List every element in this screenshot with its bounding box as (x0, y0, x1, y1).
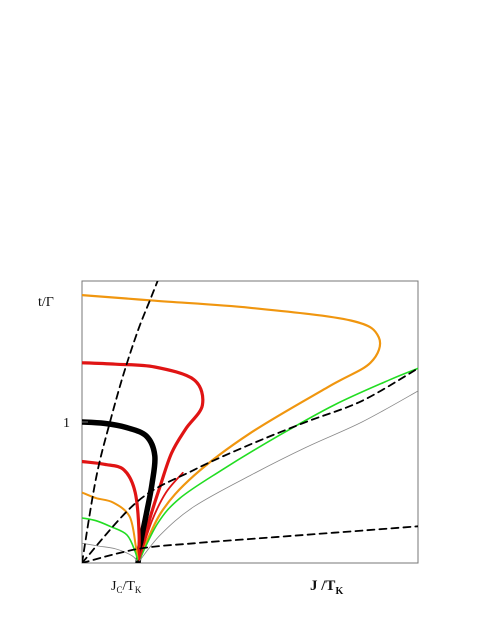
series-line-11 (82, 525, 418, 563)
series-line-6 (82, 542, 139, 563)
series-line-12 (82, 281, 159, 563)
plot-frame (81, 280, 419, 564)
x-tick-label-critical: JC/TK (111, 579, 142, 595)
y-tick-label-1: 1 (63, 416, 70, 431)
series-line-3 (82, 459, 141, 563)
series-line-2 (82, 419, 158, 563)
series-layer (82, 281, 418, 563)
series-line-8 (137, 471, 184, 563)
series-line-1 (82, 361, 205, 563)
series-line-10 (82, 367, 418, 563)
y-axis-label: t/Γ (38, 295, 54, 310)
series-line-9 (137, 390, 418, 563)
series-line-4 (82, 491, 139, 563)
critical-point-marker (135, 560, 141, 563)
series-line-5 (82, 517, 139, 563)
series-line-7 (137, 367, 418, 563)
series-line-0 (82, 294, 382, 563)
x-axis-label: J /TK (310, 578, 343, 597)
